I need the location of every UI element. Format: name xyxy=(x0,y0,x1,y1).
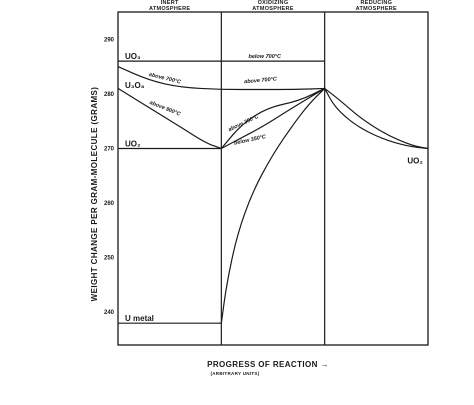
level-label: U₃O₈ xyxy=(125,81,145,90)
plot-frame xyxy=(117,11,429,346)
level-lines: UO₃ U₃O₈ UO₂ U metal xyxy=(125,52,154,323)
y-axis-ticks: 240 250 260 270 280 290 xyxy=(104,37,115,316)
y-tick-label: 290 xyxy=(104,37,115,43)
curve xyxy=(117,87,222,150)
level-label: UO₃ xyxy=(125,52,141,61)
y-tick-label: 280 xyxy=(104,92,115,98)
curve xyxy=(221,87,325,150)
temperature-note: above 900°C xyxy=(149,100,183,118)
plot-border xyxy=(117,11,429,346)
atmosphere-zones: INERT ATMOSPHERE OXIDIZING ATMOSPHERE REDUCI… xyxy=(149,0,397,345)
y-tick-label: 260 xyxy=(104,201,115,207)
zone-label-0: INERT ATMOSPHERE xyxy=(149,0,190,12)
curve xyxy=(220,87,326,324)
zone-label-1: OXIDIZING ATMOSPHERE xyxy=(252,0,293,12)
y-axis-title: WEIGHT CHANGE PER GRAM-MOLECULE (GRAMS) xyxy=(90,87,99,302)
level-label: UO₂ xyxy=(125,139,141,148)
end-label: UO₂ xyxy=(407,157,423,166)
x-axis-title: PROGRESS OF REACTION → xyxy=(207,360,329,369)
zone-label-2: REDUCING ATMOSPHERE xyxy=(356,0,397,12)
reaction-curves xyxy=(117,60,429,324)
curve xyxy=(324,88,429,150)
temperature-note: below 350°C xyxy=(234,134,268,147)
curve xyxy=(220,87,325,149)
temperature-note: below 700°C xyxy=(248,54,281,60)
curve xyxy=(117,66,325,91)
y-tick-label: 270 xyxy=(104,146,115,152)
y-tick-label: 250 xyxy=(104,256,115,262)
temperature-note: above 700°C xyxy=(244,76,278,85)
curve xyxy=(324,87,429,150)
x-axis-subtitle: (ARBITRARY UNITS) xyxy=(210,371,259,376)
level-label: U metal xyxy=(125,314,154,323)
y-tick-label: 240 xyxy=(104,310,115,316)
end-labels: UO₂ xyxy=(407,157,423,166)
